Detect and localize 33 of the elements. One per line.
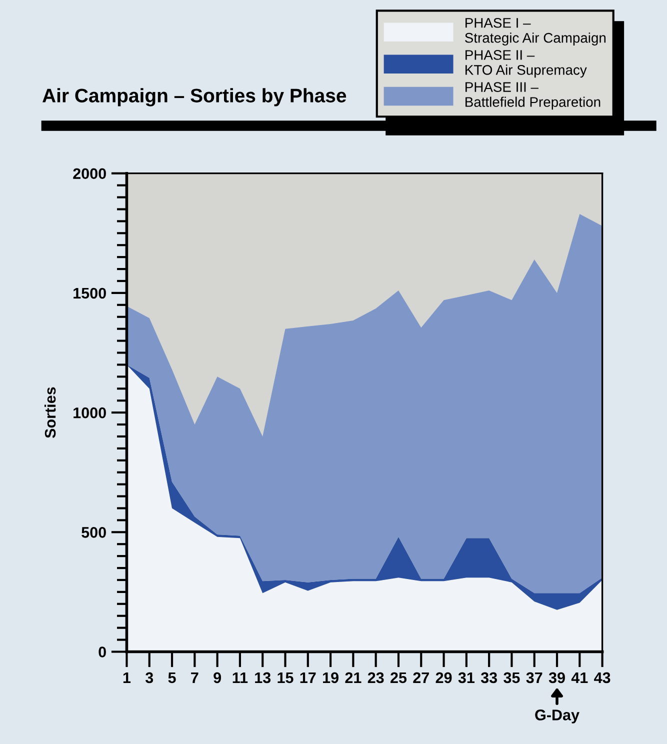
y-tick-label: 2000 [73,168,106,180]
y-tick-label: 500 [82,527,106,538]
x-tick-label: 27 [413,672,429,683]
y-tick-label: 1500 [74,288,106,299]
x-tick-label: 37 [526,672,542,684]
x-tick-label: 19 [323,672,338,684]
legend-label: PHASE III – Battlefield Preparetion [466,82,600,110]
x-tick-label: 41 [571,672,588,683]
x-tick-label: 33 [480,672,498,684]
x-tick-label: 11 [232,672,248,683]
x-tick-label: 31 [458,672,474,684]
x-tick-label: 21 [345,672,362,683]
legend-label: PHASE I – Strategic Air Campaign [465,18,606,46]
x-tick-label: 29 [436,672,452,684]
x-tick-label: 35 [504,672,520,684]
x-tick-label: 13 [255,672,271,684]
x-tick-label: 5 [168,672,176,684]
x-tick-label: 15 [278,672,294,684]
x-tick-label: 25 [390,672,407,684]
chart-title: Air Campaign – Sorties by Phase [42,88,346,106]
y-axis-title: Sorties [44,387,56,438]
x-tick-label: 23 [368,672,384,684]
text: G-Day [535,710,580,724]
x-tick-label: 39 [548,672,565,684]
x-tick-label: 3 [145,672,154,684]
x-tick-label: 43 [594,672,610,684]
legend-label: PHASE II – KTO Air Supremacy [466,50,587,78]
x-tick-label: 7 [191,672,198,683]
y-tick-label: 0 [98,646,106,658]
x-tick-label: 17 [300,672,316,683]
x-tick-label: 9 [214,672,221,684]
y-tick-label: 1000 [74,407,106,418]
x-tick-label: 1 [123,672,131,683]
